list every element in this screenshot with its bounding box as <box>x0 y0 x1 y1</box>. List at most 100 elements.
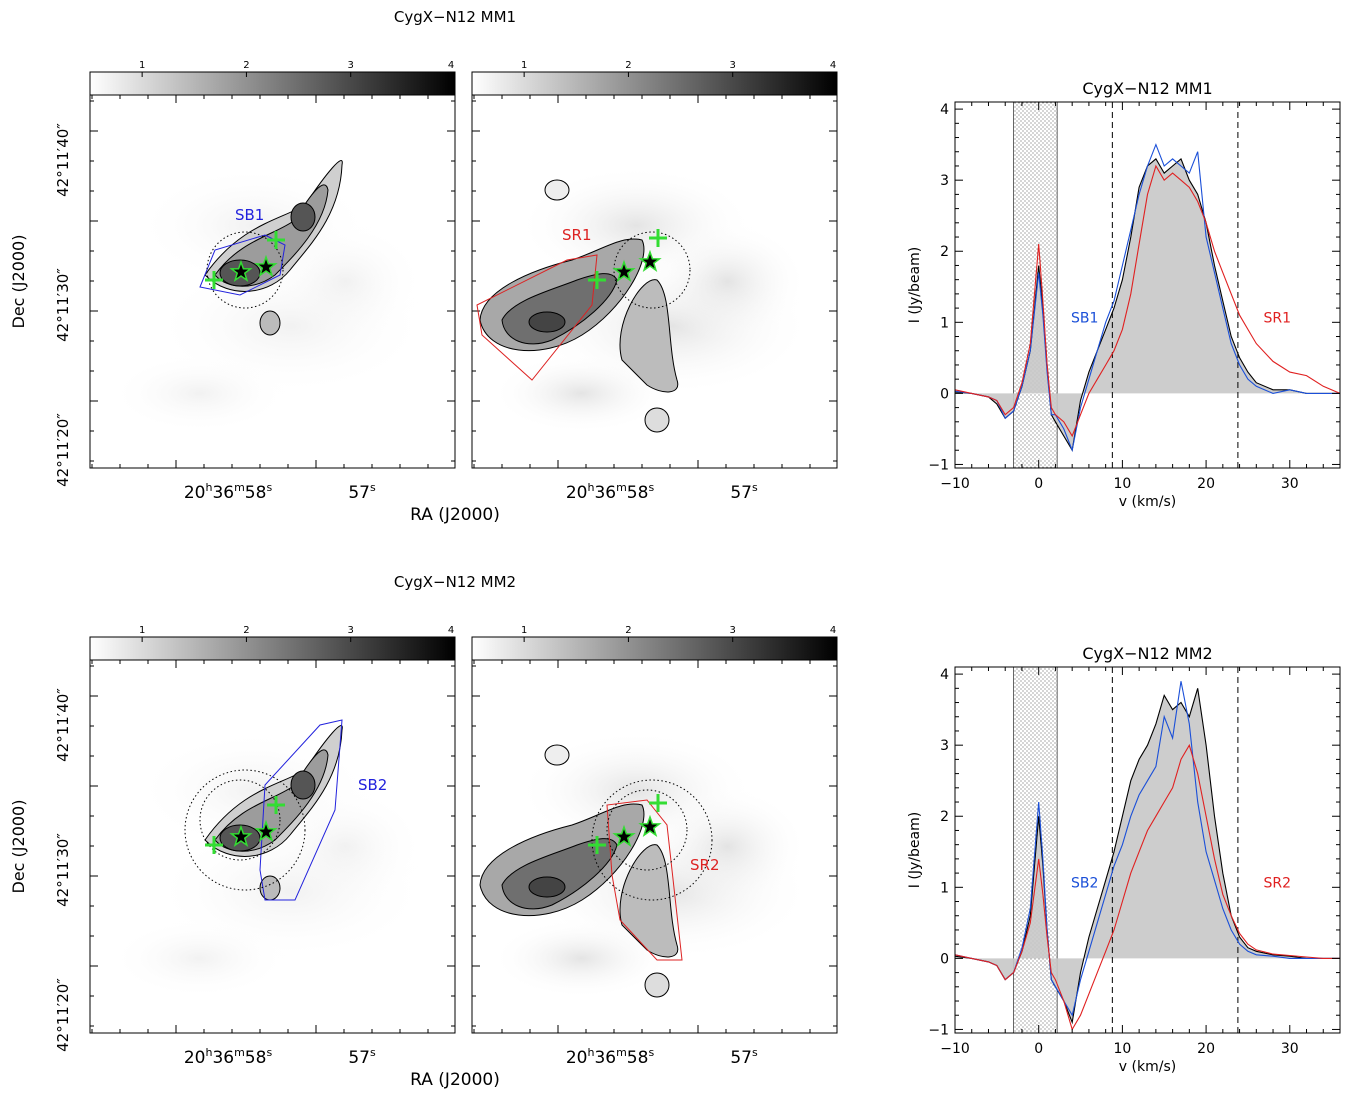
total-spectrum-fill <box>955 158 1340 451</box>
x-tick-label: 30 <box>1281 476 1299 492</box>
y-tick-label: 0 <box>940 386 949 402</box>
spectrum-xlabel: v (km/s) <box>1119 1059 1176 1075</box>
region-polygon <box>606 799 683 961</box>
spectrum-frame <box>954 101 1341 469</box>
y-tick-label: 0 <box>940 951 949 967</box>
emission-background <box>109 918 290 999</box>
beam-circle <box>613 231 691 309</box>
ra-tick-label: 57s <box>730 481 758 503</box>
contour-knot <box>644 407 670 433</box>
y-tick-label: 1 <box>940 315 949 331</box>
y-tick-label: −1 <box>928 1022 949 1038</box>
contour-knot <box>644 972 670 998</box>
emission-background <box>491 918 672 999</box>
map-panel-2: 1 2 3 4 SR1 20h36m58s 57s RA (J2000) <box>410 60 838 525</box>
emission-background <box>109 353 290 434</box>
dec-tick-label: 42°11′40″ <box>54 688 72 762</box>
colorbar-tick-label: 1 <box>521 625 527 636</box>
spectrum-title: CygX−N12 MM1 <box>1082 79 1212 98</box>
y-tick-label: 1 <box>940 880 949 896</box>
map-ylabel: Dec (J2000) <box>9 800 28 894</box>
colorbar-tick-label: 4 <box>830 625 836 636</box>
source-star-icon <box>612 824 636 847</box>
map-xlabel: RA (J2000) <box>410 1070 500 1090</box>
contour-filament <box>619 844 679 958</box>
x-tick-label: 30 <box>1281 1041 1299 1057</box>
spectrum-ylabel: I (Jy/beam) <box>907 812 923 888</box>
source-star-icon <box>254 819 278 842</box>
x-tick-label: −10 <box>940 476 970 492</box>
dec-tick-label: 42°11′30″ <box>54 268 72 342</box>
ra-tick-label: 20h36m58s <box>184 1046 273 1068</box>
region-label: SR2 <box>690 856 720 874</box>
contour-peak <box>528 876 566 898</box>
total-spectrum-line <box>954 688 1340 1025</box>
red-lobe-spectrum-line <box>954 164 1341 438</box>
beam-circle <box>199 779 281 861</box>
region-label: SR1 <box>562 226 592 244</box>
source-star-icon <box>638 249 662 272</box>
source-star-icon <box>638 814 662 837</box>
contour-knot <box>544 744 570 766</box>
spectrum-ylabel: I (Jy/beam) <box>907 247 923 323</box>
region-polygon <box>259 719 343 901</box>
emission-background <box>647 786 808 907</box>
x-tick-label: 20 <box>1197 476 1215 492</box>
contour-peak <box>528 311 566 333</box>
red-lobe-label: SR2 <box>1263 875 1291 891</box>
colorbar-tick-label: 1 <box>139 625 145 636</box>
red-lobe-label: SR1 <box>1263 310 1291 326</box>
map-xlabel: RA (J2000) <box>410 505 500 525</box>
colorbar <box>471 71 838 96</box>
ra-tick-label: 57s <box>348 481 376 503</box>
blue-lobe-spectrum-line <box>954 681 1340 1017</box>
colorbar-tick-label: 2 <box>243 625 249 636</box>
x-tick-label: 10 <box>1113 1041 1131 1057</box>
colorbar <box>89 71 456 96</box>
colorbar-tick-label: 3 <box>348 60 354 71</box>
colorbar <box>471 636 838 661</box>
ra-tick-label: 20h36m58s <box>566 1046 655 1068</box>
x-tick-label: 0 <box>1034 1041 1043 1057</box>
colorbar-tick-label: 4 <box>830 60 836 71</box>
y-tick-label: −1 <box>928 457 949 473</box>
map-panels: 1 2 3 4 SB1 20h36m58s 57s 42°11′20″ 42°11′30″ 42°… <box>9 60 838 1090</box>
blue-lobe-label: SB2 <box>1071 875 1098 891</box>
region-polygon <box>199 234 286 296</box>
beam-circle <box>606 789 688 871</box>
dec-tick-label: 42°11′20″ <box>54 413 72 487</box>
red-lobe-spectrum-line <box>954 743 1340 1031</box>
y-tick-label: 4 <box>940 667 949 683</box>
x-tick-label: 10 <box>1113 476 1131 492</box>
colorbar <box>89 636 456 661</box>
colorbar-tick-label: 4 <box>448 60 454 71</box>
source-star-icon <box>229 824 253 847</box>
contour-peak <box>290 202 316 232</box>
ra-tick-label: 57s <box>730 1046 758 1068</box>
y-tick-label: 2 <box>940 244 949 260</box>
colorbar-tick-label: 2 <box>243 60 249 71</box>
spectrum-frame <box>954 666 1341 1034</box>
y-tick-label: 3 <box>940 738 949 754</box>
colorbar-tick-label: 3 <box>730 60 736 71</box>
ra-tick-label: 57s <box>348 1046 376 1068</box>
map-panel-1: 1 2 3 4 SB1 20h36m58s 57s 42°11′20″ 42°11′30″ 42°… <box>9 60 456 503</box>
colorbar-tick-label: 1 <box>139 60 145 71</box>
contour-peak <box>290 770 316 800</box>
emission-background <box>491 353 672 434</box>
colorbar-tick-label: 1 <box>521 60 527 71</box>
region-label: SB2 <box>358 776 387 794</box>
source-star-icon <box>612 259 636 282</box>
map-panel-4: 1 2 3 4 SR2 20h36m58s 57s RA (J2000) <box>410 625 838 1090</box>
region-polygon <box>476 254 598 381</box>
source-star-icon <box>229 259 253 282</box>
source-star-icon <box>254 254 278 277</box>
colorbar-tick-label: 2 <box>625 625 631 636</box>
total-spectrum-fill <box>955 688 1340 1023</box>
colorbar-tick-label: 3 <box>348 625 354 636</box>
contour-knot <box>259 310 281 336</box>
y-tick-label: 4 <box>940 102 949 118</box>
